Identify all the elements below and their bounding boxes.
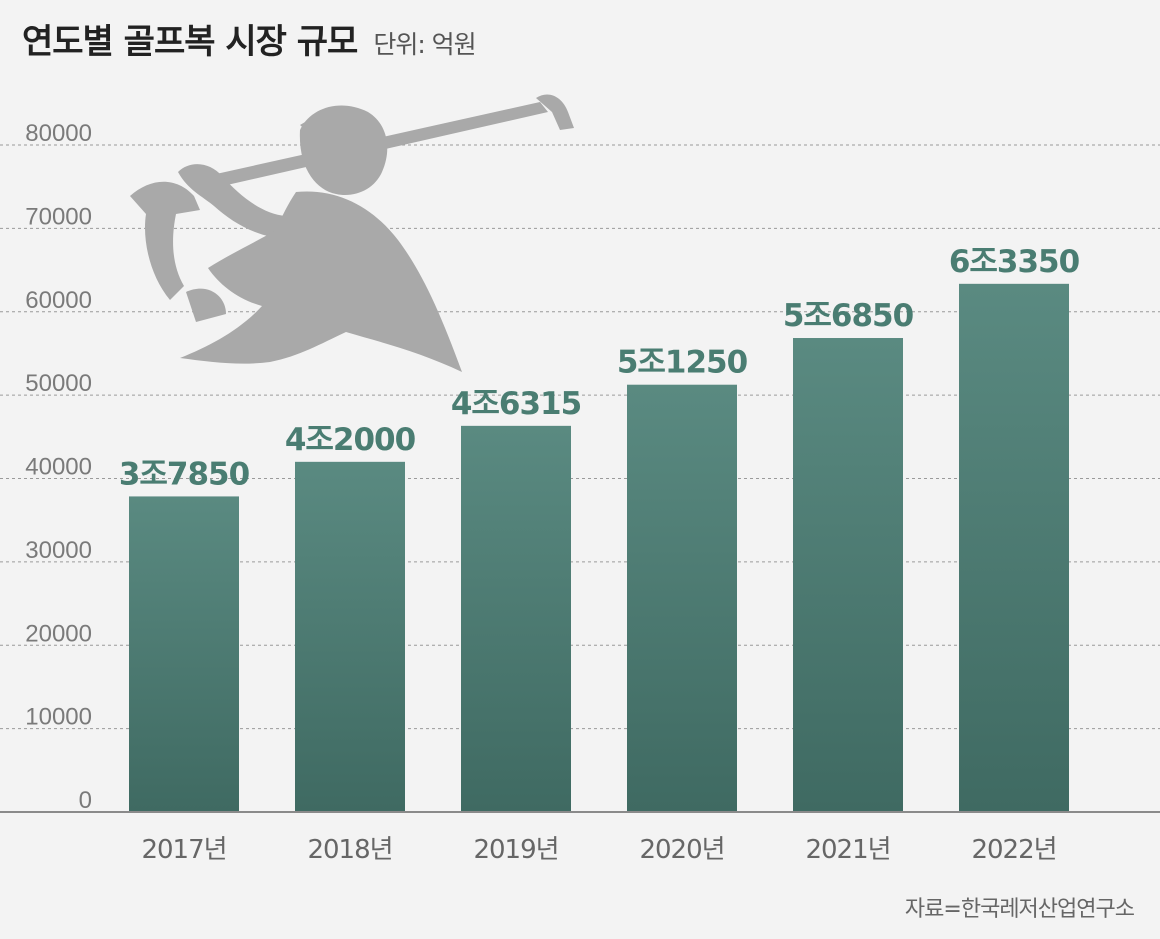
data-label: 5조6850: [783, 298, 914, 334]
data-label: 5조1250: [617, 345, 748, 381]
x-tick-label: 2017년: [141, 835, 226, 865]
bar: [461, 425, 571, 812]
chart-title: 연도별 골프복 시장 규모: [22, 22, 358, 62]
y-tick-label: 80000: [25, 120, 92, 147]
y-tick-label: 30000: [25, 537, 92, 564]
data-label: 4조2000: [285, 422, 416, 458]
x-tick-label: 2022년: [971, 835, 1056, 865]
golfer-silhouette-icon: [130, 94, 574, 372]
x-axis: 2017년 2018년 2019년 2020년 2021년 2022년: [141, 835, 1057, 865]
x-tick-label: 2018년: [307, 835, 392, 865]
data-labels: 3조7850 4조2000 4조6315 5조1250 5조6850 6조3350: [119, 244, 1081, 493]
x-tick-label: 2021년: [805, 835, 890, 865]
unit-label: 단위: 억원: [373, 30, 476, 59]
chart-header: 연도별 골프복 시장 규모 단위: 억원: [22, 14, 477, 64]
bar: [627, 384, 737, 812]
x-tick-label: 2020년: [639, 835, 724, 865]
bars: [129, 283, 1069, 813]
bar: [295, 461, 405, 812]
bar: [959, 283, 1069, 813]
y-tick-label: 60000: [25, 287, 92, 314]
y-axis: 0 10000 20000 30000 40000 50000 60000 70000 8000…: [25, 120, 92, 814]
y-tick-label: 40000: [25, 454, 92, 481]
data-label: 4조6315: [451, 386, 581, 422]
y-tick-label: 10000: [25, 704, 92, 731]
data-label: 3조7850: [119, 456, 250, 492]
source-note: 자료=한국레저산업연구소: [904, 897, 1135, 922]
y-tick-label: 70000: [25, 203, 92, 230]
bar: [129, 496, 239, 812]
y-tick-label: 50000: [25, 370, 92, 397]
y-tick-label: 20000: [25, 620, 92, 647]
x-tick-label: 2019년: [473, 835, 558, 865]
bar: [793, 338, 903, 812]
y-tick-label: 0: [79, 787, 92, 814]
data-label: 6조3350: [949, 244, 1080, 280]
